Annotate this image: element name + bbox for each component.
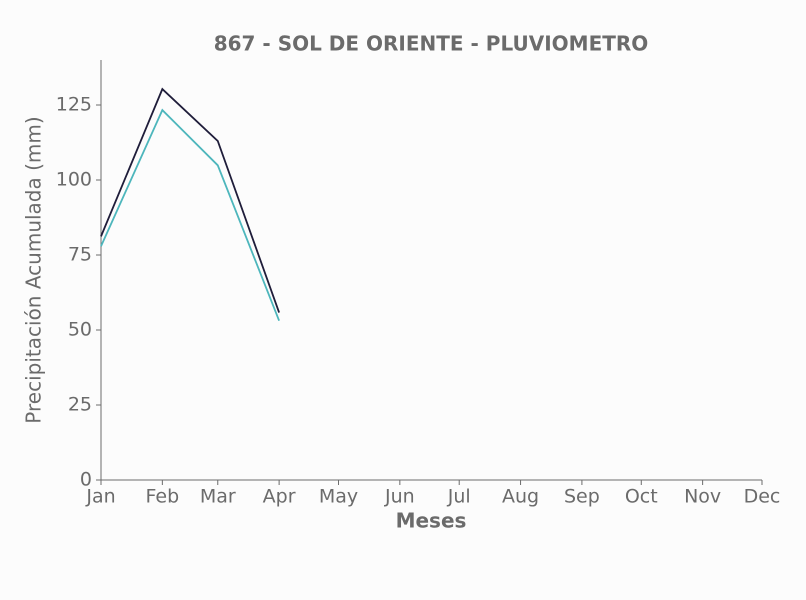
y-tick-label: 25 (68, 394, 92, 416)
data-line (100, 108, 280, 322)
chart-title: 867 - SOL DE ORIENTE - PLUVIOMETRO (214, 32, 649, 56)
x-tick-label: Sep (564, 486, 600, 508)
x-tick-label: Feb (146, 486, 180, 508)
x-tick-label: Mar (200, 486, 236, 508)
x-tick-label: Aug (502, 486, 539, 508)
x-tick-label: Jan (85, 486, 115, 508)
y-tick-label: 100 (56, 169, 92, 191)
x-tick-label: Jun (384, 486, 415, 508)
x-tick-label: Dec (744, 486, 781, 508)
x-tick-label: Apr (263, 486, 296, 508)
y-tick-label: 125 (56, 94, 92, 116)
x-tick-label: May (319, 486, 358, 508)
y-tick-label: 50 (68, 319, 92, 341)
y-tick-label: 0 (80, 469, 92, 491)
x-tick-label: Nov (684, 486, 721, 508)
x-tick-label: Jul (447, 486, 471, 508)
x-axis-label: Meses (396, 509, 467, 533)
data-line (100, 87, 280, 313)
x-tick-label: Oct (625, 486, 658, 508)
y-tick-label: 75 (68, 244, 92, 266)
y-axis-label: Precipitación Acumulada (mm) (22, 116, 46, 423)
